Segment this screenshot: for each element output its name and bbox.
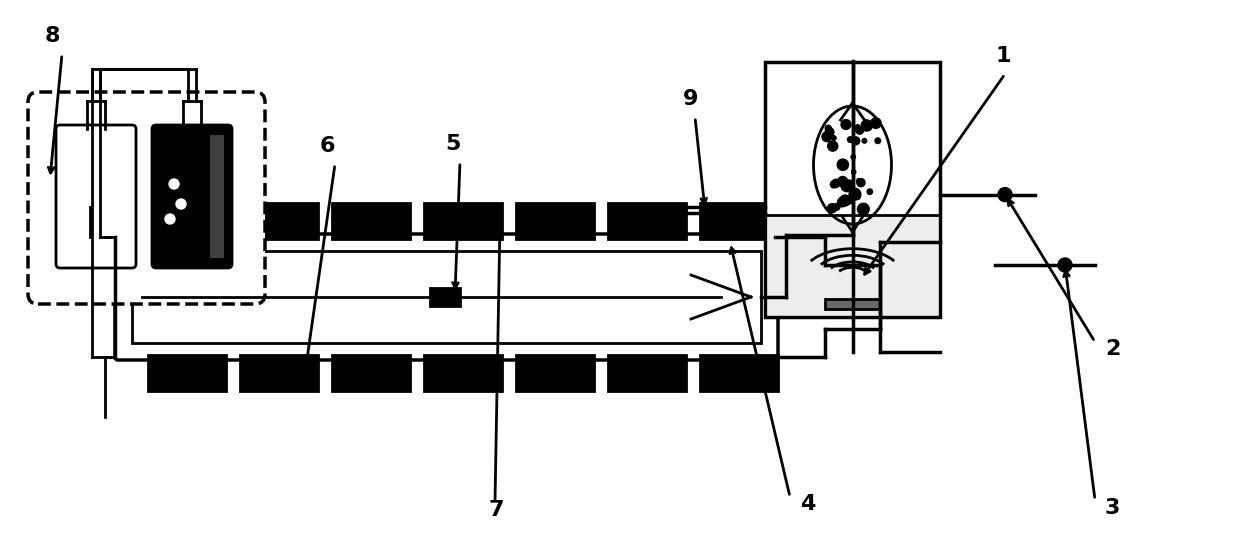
Circle shape <box>875 138 880 144</box>
Circle shape <box>844 180 853 189</box>
Bar <box>765 62 940 317</box>
Bar <box>148 355 226 391</box>
Circle shape <box>867 189 873 194</box>
Circle shape <box>862 139 867 143</box>
Bar <box>332 355 410 391</box>
Circle shape <box>846 196 853 204</box>
Text: 7: 7 <box>489 500 503 520</box>
Circle shape <box>831 181 837 188</box>
Bar <box>148 203 226 239</box>
Circle shape <box>839 195 851 206</box>
Circle shape <box>862 120 873 131</box>
Circle shape <box>852 170 856 174</box>
FancyBboxPatch shape <box>56 125 136 268</box>
Circle shape <box>832 136 836 140</box>
Bar <box>332 203 410 239</box>
Bar <box>516 203 594 239</box>
Circle shape <box>1058 258 1073 272</box>
FancyBboxPatch shape <box>115 234 777 360</box>
Circle shape <box>837 198 847 207</box>
Circle shape <box>856 193 861 198</box>
Bar <box>430 288 460 306</box>
Circle shape <box>851 155 856 160</box>
Text: 1: 1 <box>994 46 1011 66</box>
Circle shape <box>825 128 835 136</box>
FancyBboxPatch shape <box>153 125 232 268</box>
Circle shape <box>847 137 853 142</box>
Bar <box>210 135 224 258</box>
Circle shape <box>826 125 831 131</box>
Bar <box>424 355 502 391</box>
Circle shape <box>857 178 866 187</box>
Bar <box>424 203 502 239</box>
Circle shape <box>856 126 863 134</box>
Bar <box>701 355 777 391</box>
Bar <box>241 203 317 239</box>
Bar <box>768 215 937 315</box>
Bar <box>608 203 686 239</box>
Bar <box>608 355 686 391</box>
Circle shape <box>169 179 179 189</box>
Circle shape <box>837 159 848 171</box>
Bar <box>825 299 880 309</box>
Circle shape <box>849 188 861 200</box>
Text: 5: 5 <box>445 134 460 154</box>
Circle shape <box>870 118 882 129</box>
Circle shape <box>842 181 852 192</box>
Text: 6: 6 <box>320 136 336 156</box>
Bar <box>516 355 594 391</box>
Circle shape <box>827 141 838 151</box>
Circle shape <box>856 125 861 130</box>
Circle shape <box>822 132 832 142</box>
Bar <box>241 355 317 391</box>
Circle shape <box>841 120 851 129</box>
Circle shape <box>838 177 848 187</box>
Circle shape <box>176 199 186 209</box>
Text: 2: 2 <box>1105 339 1121 359</box>
Circle shape <box>998 188 1012 201</box>
Circle shape <box>856 194 861 199</box>
Circle shape <box>857 203 869 215</box>
Ellipse shape <box>813 106 892 224</box>
Circle shape <box>852 137 859 145</box>
FancyBboxPatch shape <box>29 92 265 304</box>
Circle shape <box>833 204 839 210</box>
Text: 3: 3 <box>1105 498 1121 518</box>
Circle shape <box>832 179 841 188</box>
Bar <box>131 251 761 343</box>
Circle shape <box>165 214 175 224</box>
Circle shape <box>857 179 861 183</box>
Bar <box>701 203 777 239</box>
Circle shape <box>841 181 849 189</box>
Text: 4: 4 <box>800 494 816 514</box>
Circle shape <box>827 204 837 213</box>
Text: 8: 8 <box>45 26 61 46</box>
Text: 9: 9 <box>683 89 698 109</box>
